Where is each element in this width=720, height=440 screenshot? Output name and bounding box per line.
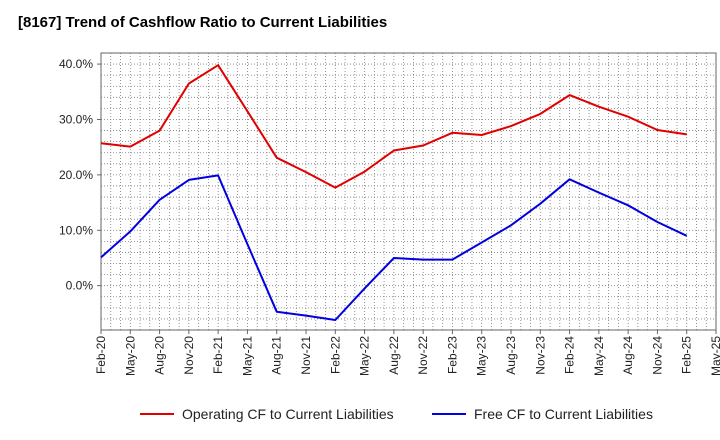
x-tick-label: May-25	[709, 336, 720, 376]
x-tick-label: Feb-22	[328, 336, 342, 374]
x-tick-label: May-21	[240, 336, 254, 376]
x-tick-label: May-24	[592, 336, 606, 376]
x-tick-label: May-20	[123, 336, 137, 376]
series-line-operating-cf	[100, 64, 687, 189]
y-tick-label: 20.0%	[59, 168, 93, 182]
x-tick-label: Aug-24	[621, 336, 635, 375]
legend: Operating CF to Current Liabilities Free …	[140, 406, 653, 422]
x-tick-label: Feb-23	[445, 336, 459, 374]
axes: 0.0% 10.0% 20.0% 30.0% 40.0% Feb-20 May-20 Aug-…	[59, 52, 720, 376]
legend-label: Operating CF to Current Liabilities	[182, 406, 394, 422]
x-tick-label: Aug-21	[270, 336, 284, 375]
x-tick-label: Feb-21	[211, 336, 225, 374]
chart-title: [8167] Trend of Cashflow Ratio to Curren…	[18, 14, 388, 31]
series	[100, 64, 688, 321]
y-tick-label: 30.0%	[59, 112, 93, 126]
y-tick-label: 0.0%	[66, 279, 94, 293]
plot-frame	[100, 52, 717, 331]
x-tick-label: Nov-24	[650, 336, 664, 375]
x-tick-label: Aug-20	[153, 336, 167, 375]
y-tick-label: 40.0%	[59, 57, 93, 71]
x-tick-label: Nov-22	[416, 336, 430, 375]
series-line-free-cf	[100, 174, 688, 321]
x-tick-label: Aug-23	[504, 336, 518, 375]
x-tick-label: Feb-20	[94, 336, 108, 374]
legend-label: Free CF to Current Liabilities	[474, 406, 653, 422]
x-tick-label: Nov-23	[533, 336, 547, 375]
x-tick-label: May-23	[475, 336, 489, 376]
grid	[100, 52, 717, 331]
x-tick-label: Feb-25	[680, 336, 694, 374]
x-tick-label: Nov-20	[182, 336, 196, 375]
x-tick-label: Feb-24	[563, 336, 577, 374]
x-tick-label: May-22	[358, 336, 372, 376]
x-tick-label: Aug-22	[387, 336, 401, 375]
x-tick-label: Nov-21	[299, 336, 313, 375]
y-tick-label: 10.0%	[59, 223, 93, 237]
